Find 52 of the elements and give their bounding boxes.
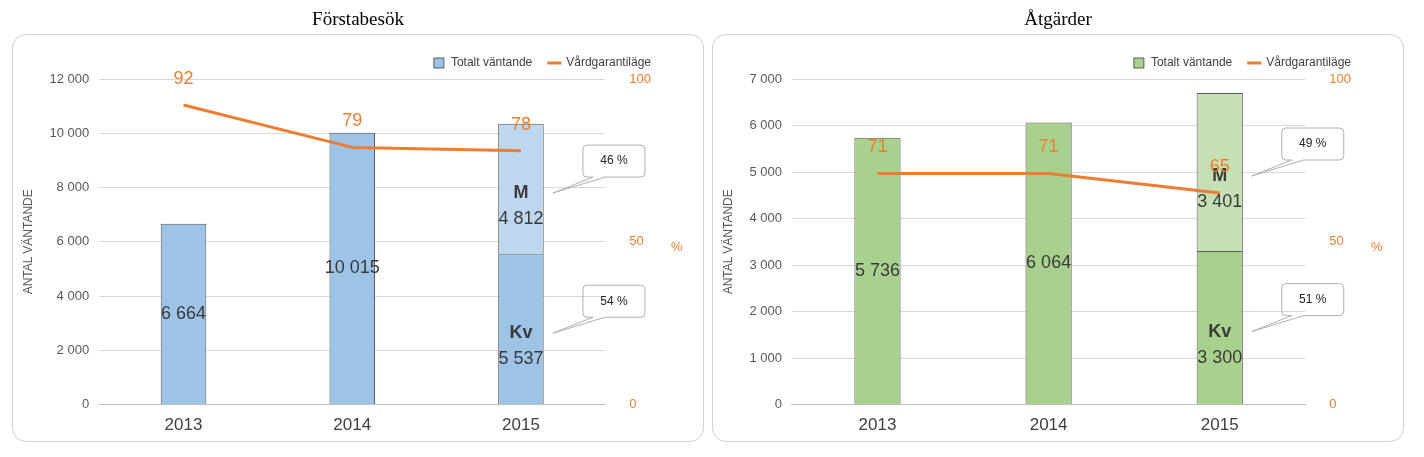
x-tick-label: 2013 bbox=[164, 415, 203, 435]
x-tick-label: 2013 bbox=[858, 415, 897, 435]
legend-label: Totalt väntande bbox=[1150, 55, 1233, 70]
data-label: Kv 5 537 bbox=[498, 322, 544, 369]
chart-title: Förstabesök bbox=[311, 8, 405, 31]
y2-tick-label: 0 bbox=[1329, 396, 1337, 412]
legend-label: Totalt väntande bbox=[450, 55, 533, 70]
y-tick-label: 1 000 bbox=[749, 349, 782, 365]
data-label: M 4 812 bbox=[498, 182, 544, 229]
y-tick-label: 0 bbox=[774, 396, 782, 412]
legend-label: Vårdgarantiläge bbox=[566, 55, 652, 70]
y-tick-label: 8 000 bbox=[56, 179, 90, 195]
y-tick-label: 2 000 bbox=[749, 303, 782, 319]
data-label: 6 664 bbox=[161, 302, 207, 323]
chart-title: Åtgärder bbox=[1023, 8, 1093, 31]
y-tick-label: 2 000 bbox=[56, 341, 90, 357]
y2-tick-label: 100 bbox=[1329, 70, 1352, 86]
data-label: 78 bbox=[510, 113, 531, 134]
y-tick-label: 4 000 bbox=[56, 287, 90, 303]
annotation: 49 % bbox=[1299, 136, 1327, 151]
x-tick-label: 2014 bbox=[1029, 415, 1068, 435]
annotation: 54 % bbox=[600, 293, 628, 308]
data-label: 6 064 bbox=[1026, 252, 1072, 273]
y-axis-title: ANTAL VÄNTANDE bbox=[720, 189, 735, 295]
y-tick-label: 0 bbox=[81, 396, 90, 412]
y-tick-label: 10 000 bbox=[49, 124, 90, 140]
data-label: 92 bbox=[173, 68, 194, 89]
data-label: Kv 3 300 bbox=[1197, 320, 1243, 367]
y-tick-label: 4 000 bbox=[749, 210, 782, 226]
y2-axis-title: % bbox=[671, 239, 683, 255]
y-tick-label: 12 000 bbox=[49, 70, 90, 86]
legend-label: Vårdgarantiläge bbox=[1266, 55, 1352, 70]
annotation: 46 % bbox=[600, 153, 628, 168]
y2-axis-title: % bbox=[1371, 239, 1383, 255]
y2-tick-label: 50 bbox=[629, 233, 644, 249]
x-tick-label: 2014 bbox=[333, 415, 372, 435]
y-tick-label: 5 000 bbox=[749, 163, 782, 179]
data-label: 71 bbox=[1038, 136, 1059, 157]
y2-tick-label: 50 bbox=[1329, 233, 1344, 249]
y-tick-label: 7 000 bbox=[749, 70, 782, 86]
y2-tick-label: 100 bbox=[629, 70, 652, 86]
y-tick-label: 6 000 bbox=[56, 233, 90, 249]
y-axis-title: ANTAL VÄNTANDE bbox=[20, 189, 35, 295]
data-label: 5 736 bbox=[854, 259, 901, 280]
data-label: 79 bbox=[342, 110, 363, 131]
y-tick-label: 6 000 bbox=[749, 117, 782, 133]
annotation: 51 % bbox=[1299, 291, 1327, 306]
y2-tick-label: 0 bbox=[629, 396, 637, 412]
x-tick-label: 2015 bbox=[1200, 415, 1239, 435]
data-label: 71 bbox=[867, 136, 888, 157]
y-tick-label: 3 000 bbox=[749, 256, 782, 272]
x-tick-label: 2015 bbox=[502, 415, 540, 435]
